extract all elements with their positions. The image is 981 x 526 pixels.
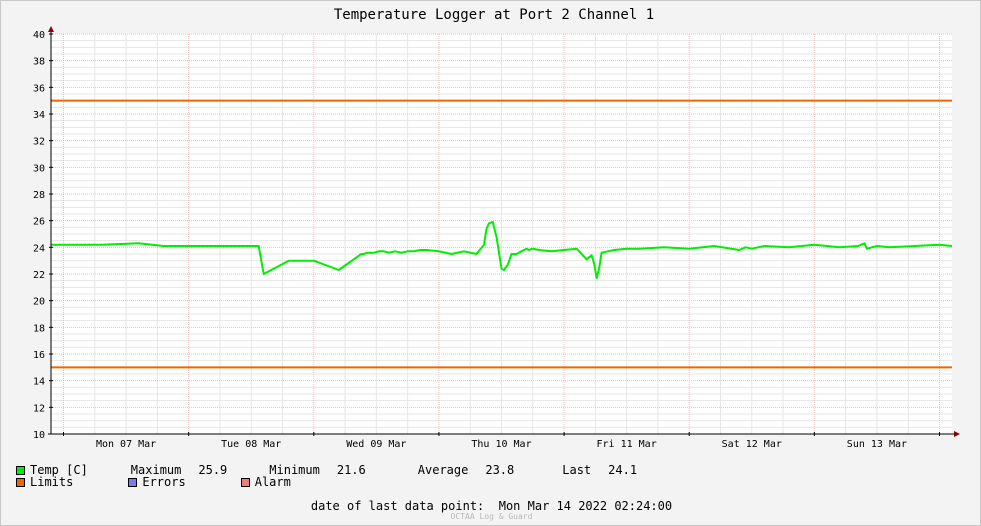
legend-errors-label: Errors <box>142 475 186 489</box>
stat-average-label: Average <box>417 463 469 477</box>
y-tick-label: 16 <box>33 350 45 361</box>
temp-swatch <box>16 465 25 475</box>
legend-temp-label: Temp [C] <box>30 463 88 477</box>
x-tick-label: Mon 07 Mar <box>96 439 156 450</box>
x-tick-label: Tue 08 Mar <box>221 439 281 450</box>
temperature-chart: Temperature Logger at Port 2 Channel 1 1… <box>33 7 960 450</box>
x-axis-arrow <box>954 431 960 437</box>
x-tick-label: Sun 13 Mar <box>847 439 907 450</box>
y-tick-label: 10 <box>33 430 45 441</box>
y-tick-label: 30 <box>33 163 45 174</box>
stat-maximum-value: 25.9 <box>198 463 228 477</box>
stat-average-value: 23.8 <box>485 463 515 477</box>
y-tick-label: 28 <box>33 190 45 201</box>
legend-item-temp: Temp [C] <box>16 463 88 477</box>
stat-last-label: Last <box>562 463 592 477</box>
y-tick-label: 14 <box>33 377 45 388</box>
legend-item-alarm: Alarm <box>240 475 291 489</box>
y-tick-label: 18 <box>33 323 45 334</box>
stat-minimum-value: 21.6 <box>336 463 366 477</box>
alarm-swatch <box>240 477 250 487</box>
watermark: OCTAA Log & Guard <box>450 512 533 521</box>
y-axis-arrow <box>48 26 54 32</box>
y-tick-label: 24 <box>33 243 45 254</box>
legend-row-1: Temp [C] Maximum 25.9 Minimum 21.6 Avera… <box>16 463 637 477</box>
x-tick-label: Thu 10 Mar <box>471 439 531 450</box>
last-data-point: date of last data point: Mon Mar 14 2022… <box>1 499 981 513</box>
y-tick-label: 22 <box>33 270 45 281</box>
y-tick-label: 32 <box>33 137 45 148</box>
y-tick-label: 40 <box>33 30 45 41</box>
stat-minimum-label: Minimum <box>269 463 320 477</box>
x-tick-label: Wed 09 Mar <box>346 439 406 450</box>
x-tick-label: Sat 12 Mar <box>722 439 782 450</box>
legend-item-limits: Limits <box>16 475 73 489</box>
legend-row-2: Limits Errors Alarm <box>16 475 291 489</box>
y-tick-label: 12 <box>33 403 45 414</box>
legend-limits-label: Limits <box>30 475 74 489</box>
y-tick-label: 38 <box>33 57 45 68</box>
errors-swatch <box>128 477 138 487</box>
last-data-point-label: date of last data point: <box>310 499 485 513</box>
y-tick-label: 26 <box>33 217 45 228</box>
y-tick-label: 20 <box>33 297 45 308</box>
x-tick-label: Fri 11 Mar <box>597 439 657 450</box>
stat-maximum-label: Maximum <box>130 463 182 477</box>
y-tick-label: 34 <box>33 110 45 121</box>
chart-title: Temperature Logger at Port 2 Channel 1 <box>334 7 654 23</box>
legend-item-errors: Errors <box>128 475 186 489</box>
limits-swatch <box>16 477 25 487</box>
legend-alarm-label: Alarm <box>254 475 291 489</box>
stat-last-value: 24.1 <box>608 463 638 477</box>
last-data-point-value: Mon Mar 14 2022 02:24:00 <box>498 499 673 513</box>
temperature-series-line <box>51 221 953 279</box>
y-tick-label: 36 <box>33 83 45 94</box>
